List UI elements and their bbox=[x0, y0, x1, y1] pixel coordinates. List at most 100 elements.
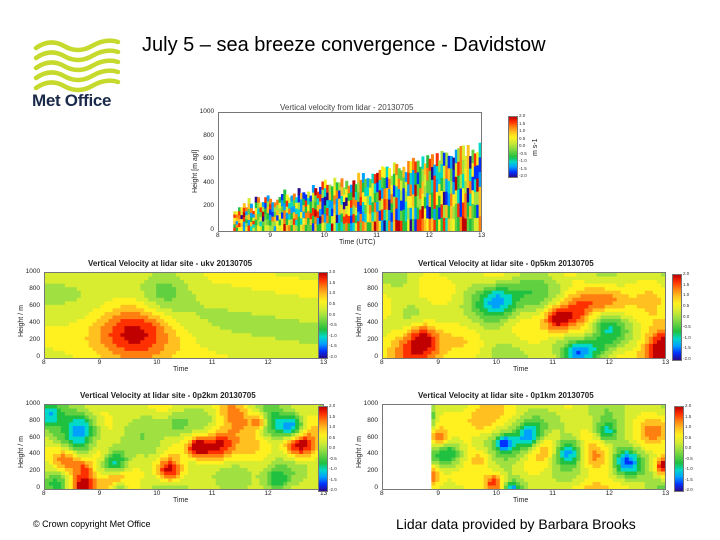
heatmap-cell bbox=[68, 322, 74, 327]
heatmap-cell bbox=[395, 290, 400, 295]
heatmap-cell bbox=[243, 290, 249, 295]
heatmap-cell bbox=[195, 326, 201, 331]
heatmap-cell bbox=[271, 343, 276, 348]
heatmap-cell bbox=[291, 304, 296, 309]
heatmap-cell bbox=[263, 287, 268, 292]
heatmap-cell bbox=[140, 347, 145, 352]
heatmap-cell bbox=[299, 280, 304, 285]
heatmap-cell bbox=[136, 443, 141, 448]
heatmap-cell bbox=[435, 354, 440, 358]
heatmap-cell bbox=[184, 290, 189, 295]
heatmap-cell bbox=[247, 290, 253, 295]
heatmap-cell bbox=[287, 276, 292, 281]
heatmap-canvas bbox=[383, 273, 665, 358]
heatmap-cell bbox=[491, 287, 497, 292]
heatmap-cell bbox=[164, 471, 169, 476]
heatmap-cell bbox=[311, 329, 316, 334]
heatmap-cell bbox=[524, 329, 529, 334]
heatmap-cell bbox=[431, 301, 436, 306]
heatmap-cell bbox=[548, 297, 553, 302]
heatmap-cell bbox=[475, 297, 481, 302]
heatmap-cell bbox=[128, 350, 133, 355]
heatmap-cell bbox=[383, 188, 387, 200]
heatmap-cell bbox=[211, 326, 217, 331]
heatmap-cell bbox=[439, 297, 444, 302]
heatmap-cell bbox=[219, 329, 225, 334]
heatmap-cell bbox=[168, 319, 173, 324]
heatmap-cell bbox=[311, 301, 316, 306]
heatmap-cell bbox=[148, 322, 153, 327]
heatmap-cell bbox=[172, 457, 177, 462]
heatmap-cell bbox=[402, 209, 406, 221]
heatmap-cell bbox=[96, 319, 102, 324]
heatmap-cell bbox=[447, 304, 452, 309]
heatmap-cell bbox=[302, 198, 306, 206]
heatmap-cell bbox=[132, 440, 137, 444]
heatmap-cell bbox=[191, 290, 197, 295]
heatmap-cell bbox=[415, 290, 420, 295]
heatmap-cell bbox=[195, 336, 201, 341]
heatmap-cell bbox=[56, 464, 62, 469]
heatmap-cell bbox=[600, 280, 606, 285]
heatmap-cell bbox=[148, 308, 153, 313]
heatmap-cell bbox=[140, 478, 145, 483]
heatmap-cell bbox=[640, 329, 646, 334]
heatmap-cell bbox=[144, 443, 149, 448]
heatmap-cell bbox=[471, 190, 475, 205]
heatmap-cell bbox=[80, 297, 86, 302]
heatmap-cell bbox=[120, 343, 125, 348]
heatmap-cell bbox=[144, 322, 149, 327]
heatmap-cell bbox=[68, 415, 74, 420]
heatmap-cell bbox=[297, 216, 301, 225]
heatmap-cell bbox=[168, 273, 173, 278]
heatmap-cell bbox=[52, 343, 58, 348]
heatmap-cell bbox=[291, 326, 296, 331]
heatmap-cell bbox=[439, 326, 444, 331]
heatmap-cell bbox=[636, 273, 642, 278]
heatmap-cell bbox=[187, 283, 193, 288]
heatmap-cell bbox=[328, 200, 332, 209]
heatmap-cell bbox=[45, 343, 50, 348]
heatmap-cell bbox=[84, 301, 90, 306]
heatmap-cell bbox=[295, 340, 300, 345]
heatmap-cell bbox=[600, 301, 606, 306]
heatmap-cell bbox=[45, 280, 50, 285]
heatmap-cell bbox=[616, 290, 622, 295]
heatmap-cell bbox=[572, 343, 577, 348]
heatmap-cell bbox=[303, 287, 308, 292]
heatmap-cell bbox=[423, 308, 428, 313]
heatmap-cell bbox=[180, 485, 185, 489]
heatmap-cell bbox=[419, 276, 424, 281]
heatmap-cell bbox=[259, 297, 264, 302]
heatmap-cell bbox=[303, 294, 308, 299]
heatmap-cell bbox=[491, 340, 497, 345]
heatmap-cell bbox=[552, 343, 557, 348]
heatmap-cell bbox=[64, 471, 70, 476]
heatmap-cell bbox=[267, 347, 272, 352]
heatmap-cell bbox=[499, 326, 505, 331]
heatmap-cell bbox=[152, 329, 157, 334]
heatmap-cell bbox=[588, 322, 593, 327]
heatmap-cell bbox=[564, 301, 569, 306]
heatmap-cell bbox=[112, 464, 117, 469]
heatmap-cell bbox=[128, 422, 133, 427]
heatmap-cell bbox=[515, 315, 521, 320]
heatmap-cell bbox=[254, 213, 258, 221]
heatmap-cell bbox=[199, 347, 205, 352]
heatmap-cell bbox=[92, 426, 98, 430]
heatmap-cell bbox=[203, 333, 209, 338]
heatmap-cell bbox=[447, 336, 452, 341]
heatmap-cell bbox=[104, 280, 110, 285]
heatmap-cell bbox=[144, 350, 149, 355]
heatmap-cell bbox=[164, 290, 169, 295]
heatmap-cell bbox=[120, 326, 125, 331]
heatmap-cell bbox=[335, 214, 339, 224]
heatmap-cell bbox=[140, 315, 145, 320]
heatmap-cell bbox=[88, 354, 94, 358]
heatmap-cell bbox=[172, 294, 177, 299]
heatmap-cell bbox=[295, 350, 300, 355]
heatmap-cell bbox=[252, 214, 256, 219]
heatmap-cell bbox=[72, 405, 78, 409]
heatmap-cell bbox=[612, 340, 618, 345]
heatmap-cell bbox=[164, 308, 169, 313]
